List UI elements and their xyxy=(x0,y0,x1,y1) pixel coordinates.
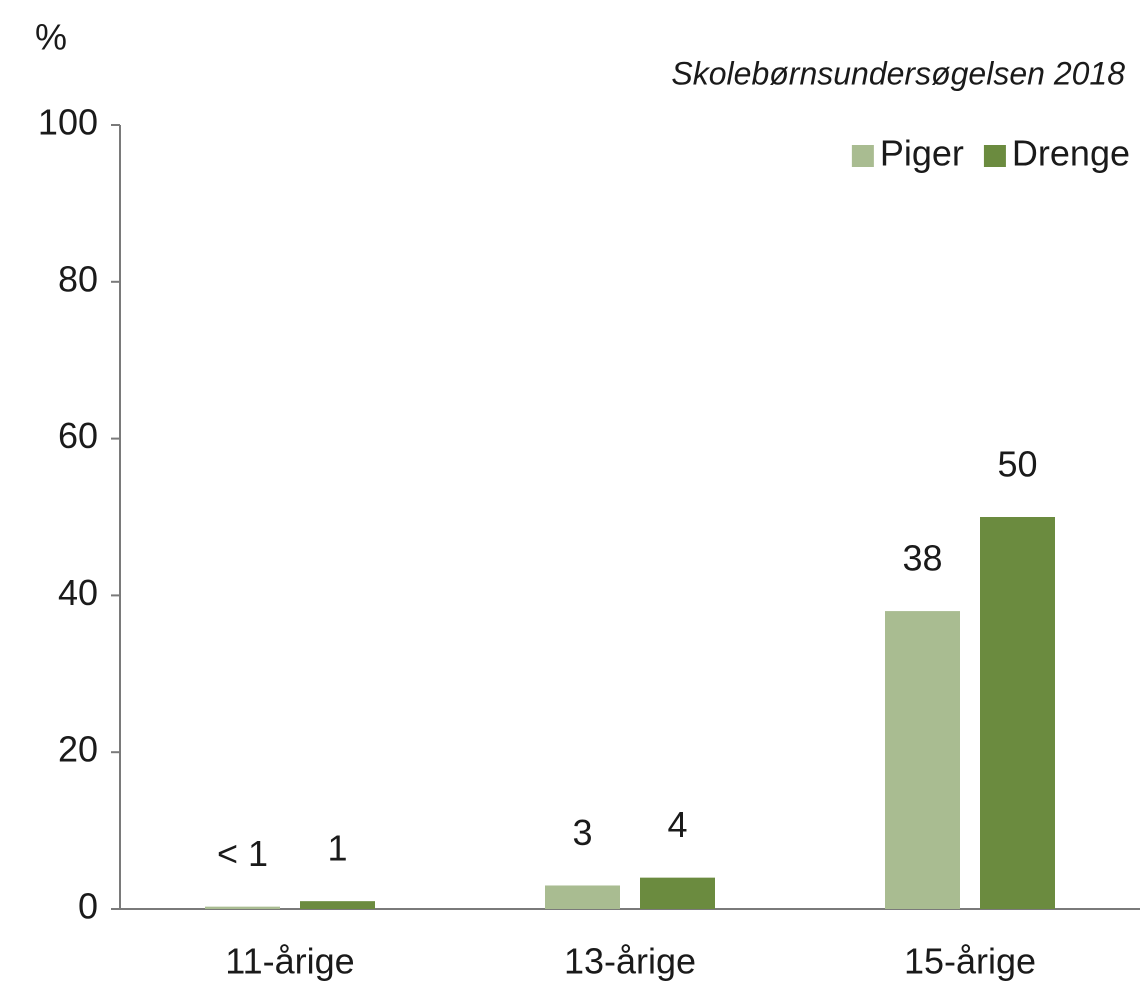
y-tick-label: 20 xyxy=(58,729,98,770)
y-tick-label: 60 xyxy=(58,415,98,456)
data-label: 38 xyxy=(902,538,942,579)
x-tick-label: 13-årige xyxy=(564,941,696,982)
y-tick-label: 0 xyxy=(78,886,98,927)
data-label: 3 xyxy=(572,812,592,853)
data-label: 50 xyxy=(997,444,1037,485)
legend-label: Piger xyxy=(880,133,964,174)
x-tick-label: 15-årige xyxy=(904,941,1036,982)
data-label: < 1 xyxy=(217,833,268,874)
legend-label: Drenge xyxy=(1012,133,1130,174)
y-tick-label: 100 xyxy=(38,102,98,143)
bar xyxy=(205,906,280,909)
subtitle: Skolebørnsundersøgelsen 2018 xyxy=(671,55,1125,91)
data-label: 4 xyxy=(667,804,687,845)
unit-label: % xyxy=(35,17,67,58)
bar xyxy=(300,901,375,909)
legend-swatch xyxy=(983,145,1006,167)
y-tick-label: 80 xyxy=(58,258,98,299)
legend-swatch xyxy=(851,145,874,167)
bar xyxy=(980,517,1055,909)
bar xyxy=(885,611,960,909)
bar xyxy=(545,885,620,909)
data-label: 1 xyxy=(327,828,347,869)
bar xyxy=(640,877,715,909)
y-tick-label: 40 xyxy=(58,572,98,613)
x-tick-label: 11-årige xyxy=(225,941,354,982)
